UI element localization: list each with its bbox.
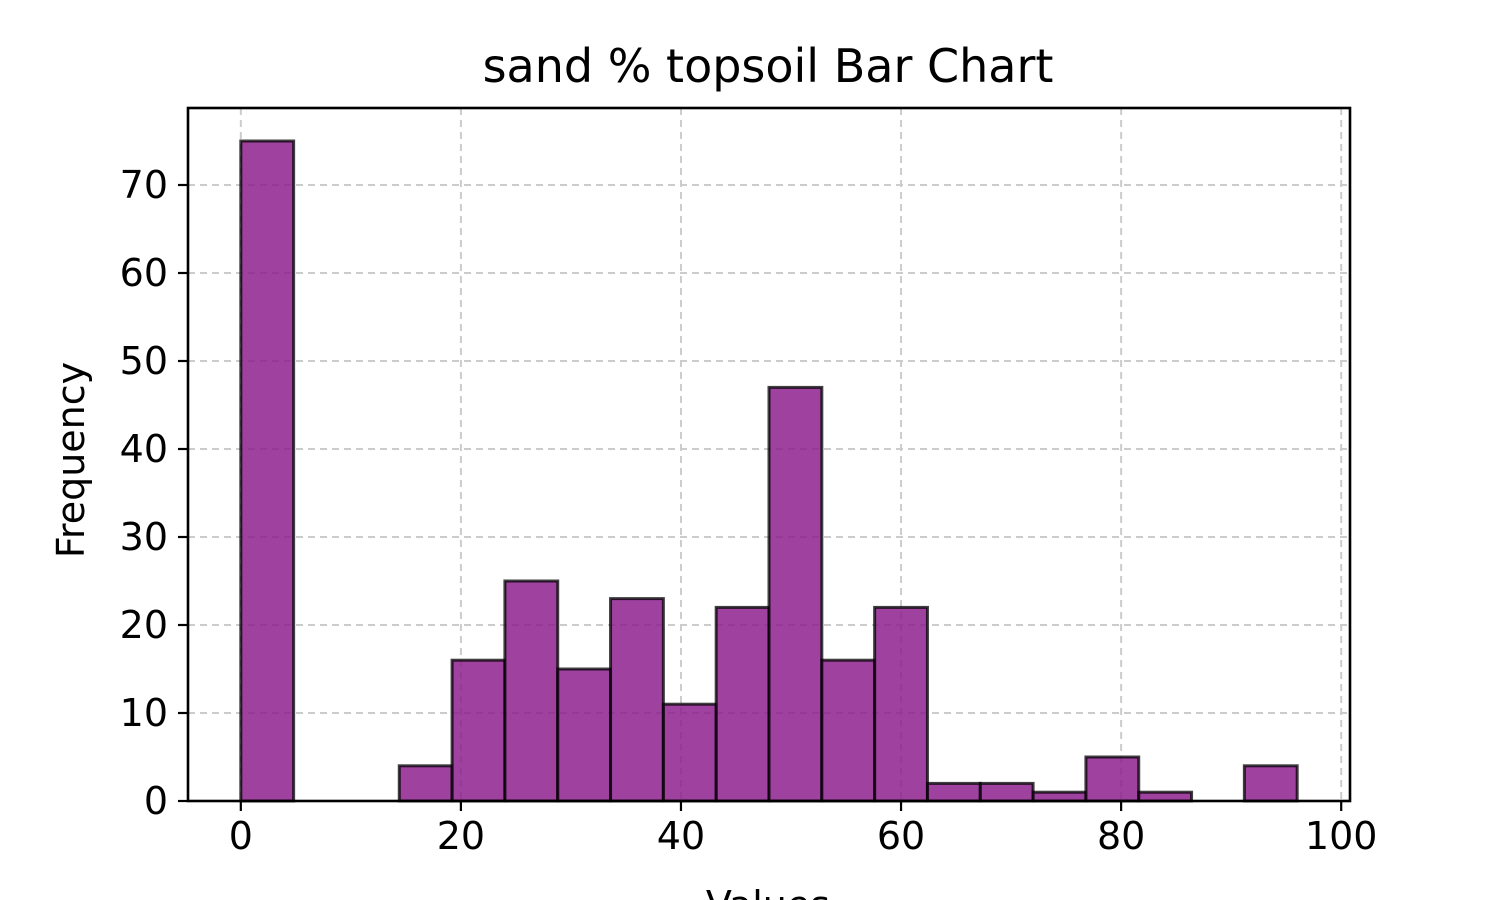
x-tick-label: 80 (1097, 814, 1145, 858)
histogram-bar (767, 385, 824, 803)
histogram-bar (820, 658, 877, 803)
bars (239, 139, 1299, 803)
histogram-bar (714, 605, 771, 803)
x-tick-label: 100 (1305, 814, 1378, 858)
y-tick-label: 50 (120, 339, 168, 383)
histogram-bar (503, 579, 560, 803)
histogram-bar (397, 764, 454, 803)
y-axis-label: Frequency (49, 362, 93, 558)
histogram-bar (1137, 790, 1194, 803)
histogram-bar (1242, 764, 1299, 803)
histogram-bar (661, 702, 718, 803)
histogram-bar (609, 597, 665, 803)
x-tick-label: 60 (877, 814, 925, 858)
histogram-bar (873, 605, 929, 803)
histogram-bar (556, 667, 613, 803)
y-tick-label: 10 (120, 691, 168, 735)
histogram-bar (925, 781, 982, 803)
y-tick-label: 0 (144, 779, 168, 823)
histogram-bar (1084, 755, 1141, 803)
x-axis-label: Values (706, 883, 830, 900)
x-tick-label: 0 (229, 814, 253, 858)
histogram-bar (239, 139, 296, 803)
y-axis-ticks: 0 10 20 30 40 50 60 70 (120, 163, 188, 823)
histogram-bar (978, 781, 1035, 803)
x-axis-ticks: 0 20 40 60 80 100 (229, 801, 1378, 858)
plot-area-frame (186, 106, 1352, 803)
y-tick-label: 60 (120, 251, 168, 295)
chart-title: sand % topsoil Bar Chart (483, 39, 1054, 93)
histogram-bar (1031, 790, 1088, 803)
histogram-bar (450, 658, 507, 803)
y-tick-label: 20 (120, 603, 168, 647)
y-tick-label: 70 (120, 163, 168, 207)
y-tick-label: 30 (120, 515, 168, 559)
y-tick-label: 40 (120, 427, 168, 471)
x-tick-label: 40 (657, 814, 705, 858)
x-tick-label: 20 (437, 814, 485, 858)
